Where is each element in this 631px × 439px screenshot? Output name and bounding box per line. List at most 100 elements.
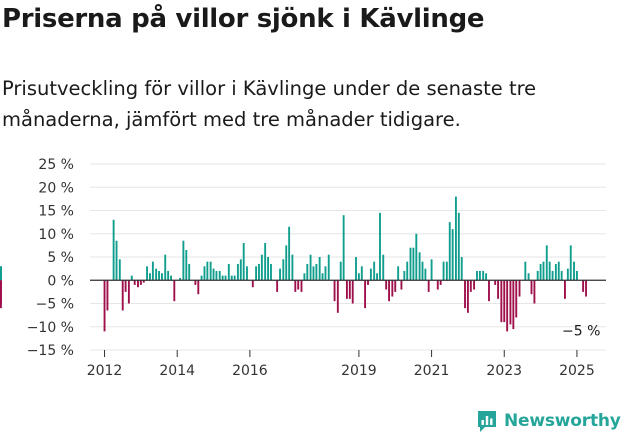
bar	[103, 280, 106, 332]
bar	[373, 261, 376, 281]
gridlines	[90, 163, 606, 351]
bar	[385, 280, 388, 290]
bar	[339, 261, 342, 281]
brand-name: Newsworthy	[504, 411, 621, 431]
x-tick-label: 2016	[232, 363, 268, 379]
bar	[451, 229, 454, 281]
bar	[336, 280, 339, 313]
x-tick-label: 2023	[486, 363, 522, 379]
bar	[503, 280, 506, 323]
bar	[464, 280, 466, 309]
bar	[357, 273, 360, 281]
bar	[291, 254, 294, 281]
bar	[158, 270, 160, 281]
bar	[300, 280, 303, 292]
bar	[324, 266, 327, 281]
bar	[315, 263, 318, 281]
bar	[230, 275, 233, 281]
bar	[197, 280, 200, 295]
bar	[151, 261, 154, 281]
bar	[227, 263, 230, 281]
bar	[161, 273, 163, 281]
bar	[388, 280, 390, 302]
x-tick-label: 2019	[341, 363, 377, 379]
bar	[285, 245, 288, 281]
bar	[182, 240, 185, 281]
y-tick-label: 5 %	[47, 250, 74, 266]
bar	[391, 280, 394, 297]
bar	[403, 270, 406, 281]
y-tick-label: 0 %	[47, 273, 74, 289]
bar	[218, 270, 221, 281]
bar	[527, 273, 530, 281]
bar	[185, 250, 188, 281]
bar-chart: 25 % 20 % 15 % 10 % 5 % 0 % −5 % −10 % −15 % 201…	[0, 157, 606, 379]
bar	[566, 268, 569, 281]
x-tick-label: 2012	[87, 363, 123, 379]
bar	[585, 280, 587, 297]
bar	[394, 280, 397, 292]
bar	[466, 280, 469, 313]
bar	[436, 280, 439, 290]
bar	[318, 257, 321, 281]
bar	[379, 212, 381, 281]
bar	[500, 280, 503, 323]
bar	[342, 215, 345, 281]
bar	[560, 270, 563, 281]
bar	[124, 280, 127, 292]
bar	[427, 280, 430, 292]
bar	[415, 233, 418, 281]
bar	[267, 257, 269, 281]
bar	[167, 270, 170, 281]
newsworthy-logo: Newsworthy	[476, 409, 621, 433]
bar	[476, 270, 478, 281]
bar	[533, 280, 536, 304]
bar	[239, 259, 242, 281]
bar	[573, 261, 575, 281]
bar	[345, 280, 348, 299]
bar	[212, 268, 215, 281]
bar	[264, 243, 267, 281]
bar	[355, 257, 357, 281]
bar	[564, 280, 566, 299]
bar	[400, 280, 403, 290]
bar	[582, 280, 585, 292]
bar	[409, 247, 412, 281]
bar	[112, 219, 115, 281]
y-tick-label: 15 %	[38, 204, 74, 220]
bar	[376, 273, 379, 281]
x-tick-label: 2014	[159, 363, 195, 379]
bar	[215, 270, 218, 281]
latest-value-label: −5 %	[562, 324, 600, 340]
bar	[255, 266, 258, 281]
page-title: Priserna på villor sjönk i Kävlinge	[2, 4, 485, 34]
bar	[442, 261, 445, 281]
bar	[121, 280, 124, 311]
bar	[557, 261, 560, 281]
bar	[251, 280, 254, 288]
bar	[188, 263, 191, 281]
y-tick-label: 25 %	[38, 157, 74, 173]
bar	[333, 280, 336, 302]
bar	[127, 280, 130, 304]
annotations: −5 %	[562, 324, 600, 340]
bar	[439, 280, 442, 285]
x-tick-label: 2025	[559, 363, 595, 379]
x-tick-label: 2021	[414, 363, 450, 379]
y-tick-label: 10 %	[38, 227, 74, 243]
bar	[146, 266, 148, 281]
bar	[170, 275, 172, 281]
bar	[142, 280, 145, 283]
y-tick-label: −15 %	[27, 343, 74, 359]
bar	[0, 280, 2, 304]
bar	[0, 266, 2, 281]
bar	[270, 263, 272, 281]
bar	[149, 273, 151, 281]
y-tick-label: −10 %	[27, 320, 74, 336]
bar	[173, 280, 176, 302]
bar	[155, 268, 158, 281]
bar	[482, 270, 485, 281]
bar	[536, 270, 539, 281]
bar	[288, 226, 291, 281]
bar	[478, 270, 481, 281]
